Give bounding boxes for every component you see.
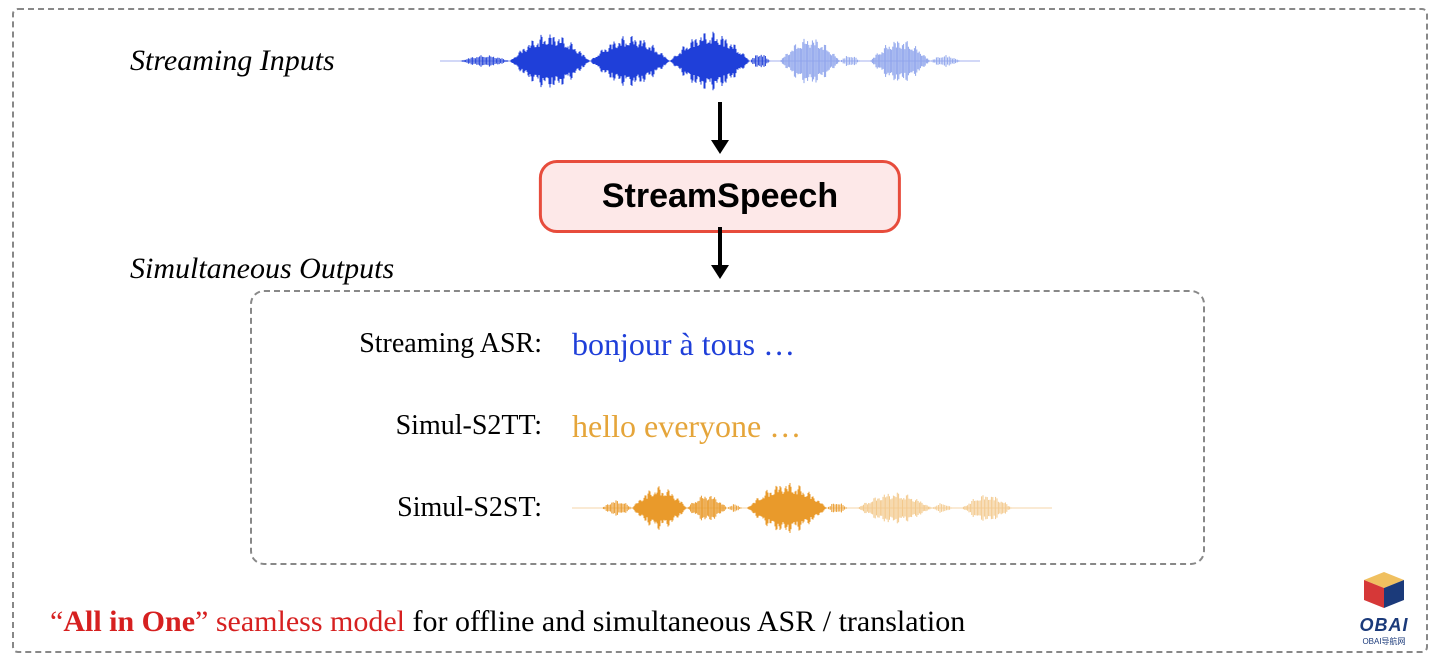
arrow-down-2: [705, 225, 735, 281]
obai-logo: OBAI OBAI导航网: [1356, 570, 1412, 647]
output-row-asr: Streaming ASR: bonjour à tous …: [282, 316, 1173, 372]
arrow-down-1: [705, 100, 735, 156]
logo-cube-icon: [1356, 570, 1412, 610]
s2st-label: Simul-S2ST:: [282, 492, 572, 524]
output-waveform: [572, 478, 1052, 538]
output-row-s2st: Simul-S2ST:: [282, 480, 1173, 536]
outputs-dashed-box: Streaming ASR: bonjour à tous … Simul-S2…: [250, 290, 1205, 565]
simultaneous-outputs-label: Simultaneous Outputs: [130, 252, 394, 286]
model-box: StreamSpeech: [539, 160, 901, 233]
s2tt-text: hello everyone …: [572, 408, 801, 445]
streaming-inputs-label: Streaming Inputs: [130, 44, 335, 78]
asr-label: Streaming ASR:: [282, 328, 572, 360]
logo-text: OBAI: [1356, 615, 1412, 636]
caption-quote-close: ”: [195, 605, 208, 638]
caption-all-in-one: All in One: [63, 605, 195, 638]
logo-subtext: OBAI导航网: [1356, 636, 1412, 647]
caption-rest: for offline and simultaneous ASR / trans…: [405, 605, 965, 638]
asr-text: bonjour à tous …: [572, 326, 795, 363]
caption: “All in One” seamless model for offline …: [50, 605, 965, 639]
input-waveform: [440, 26, 980, 96]
output-row-s2tt: Simul-S2TT: hello everyone …: [282, 398, 1173, 454]
s2tt-label: Simul-S2TT:: [282, 410, 572, 442]
caption-seamless-model: seamless model: [208, 605, 405, 638]
caption-quote-open: “: [50, 605, 63, 638]
